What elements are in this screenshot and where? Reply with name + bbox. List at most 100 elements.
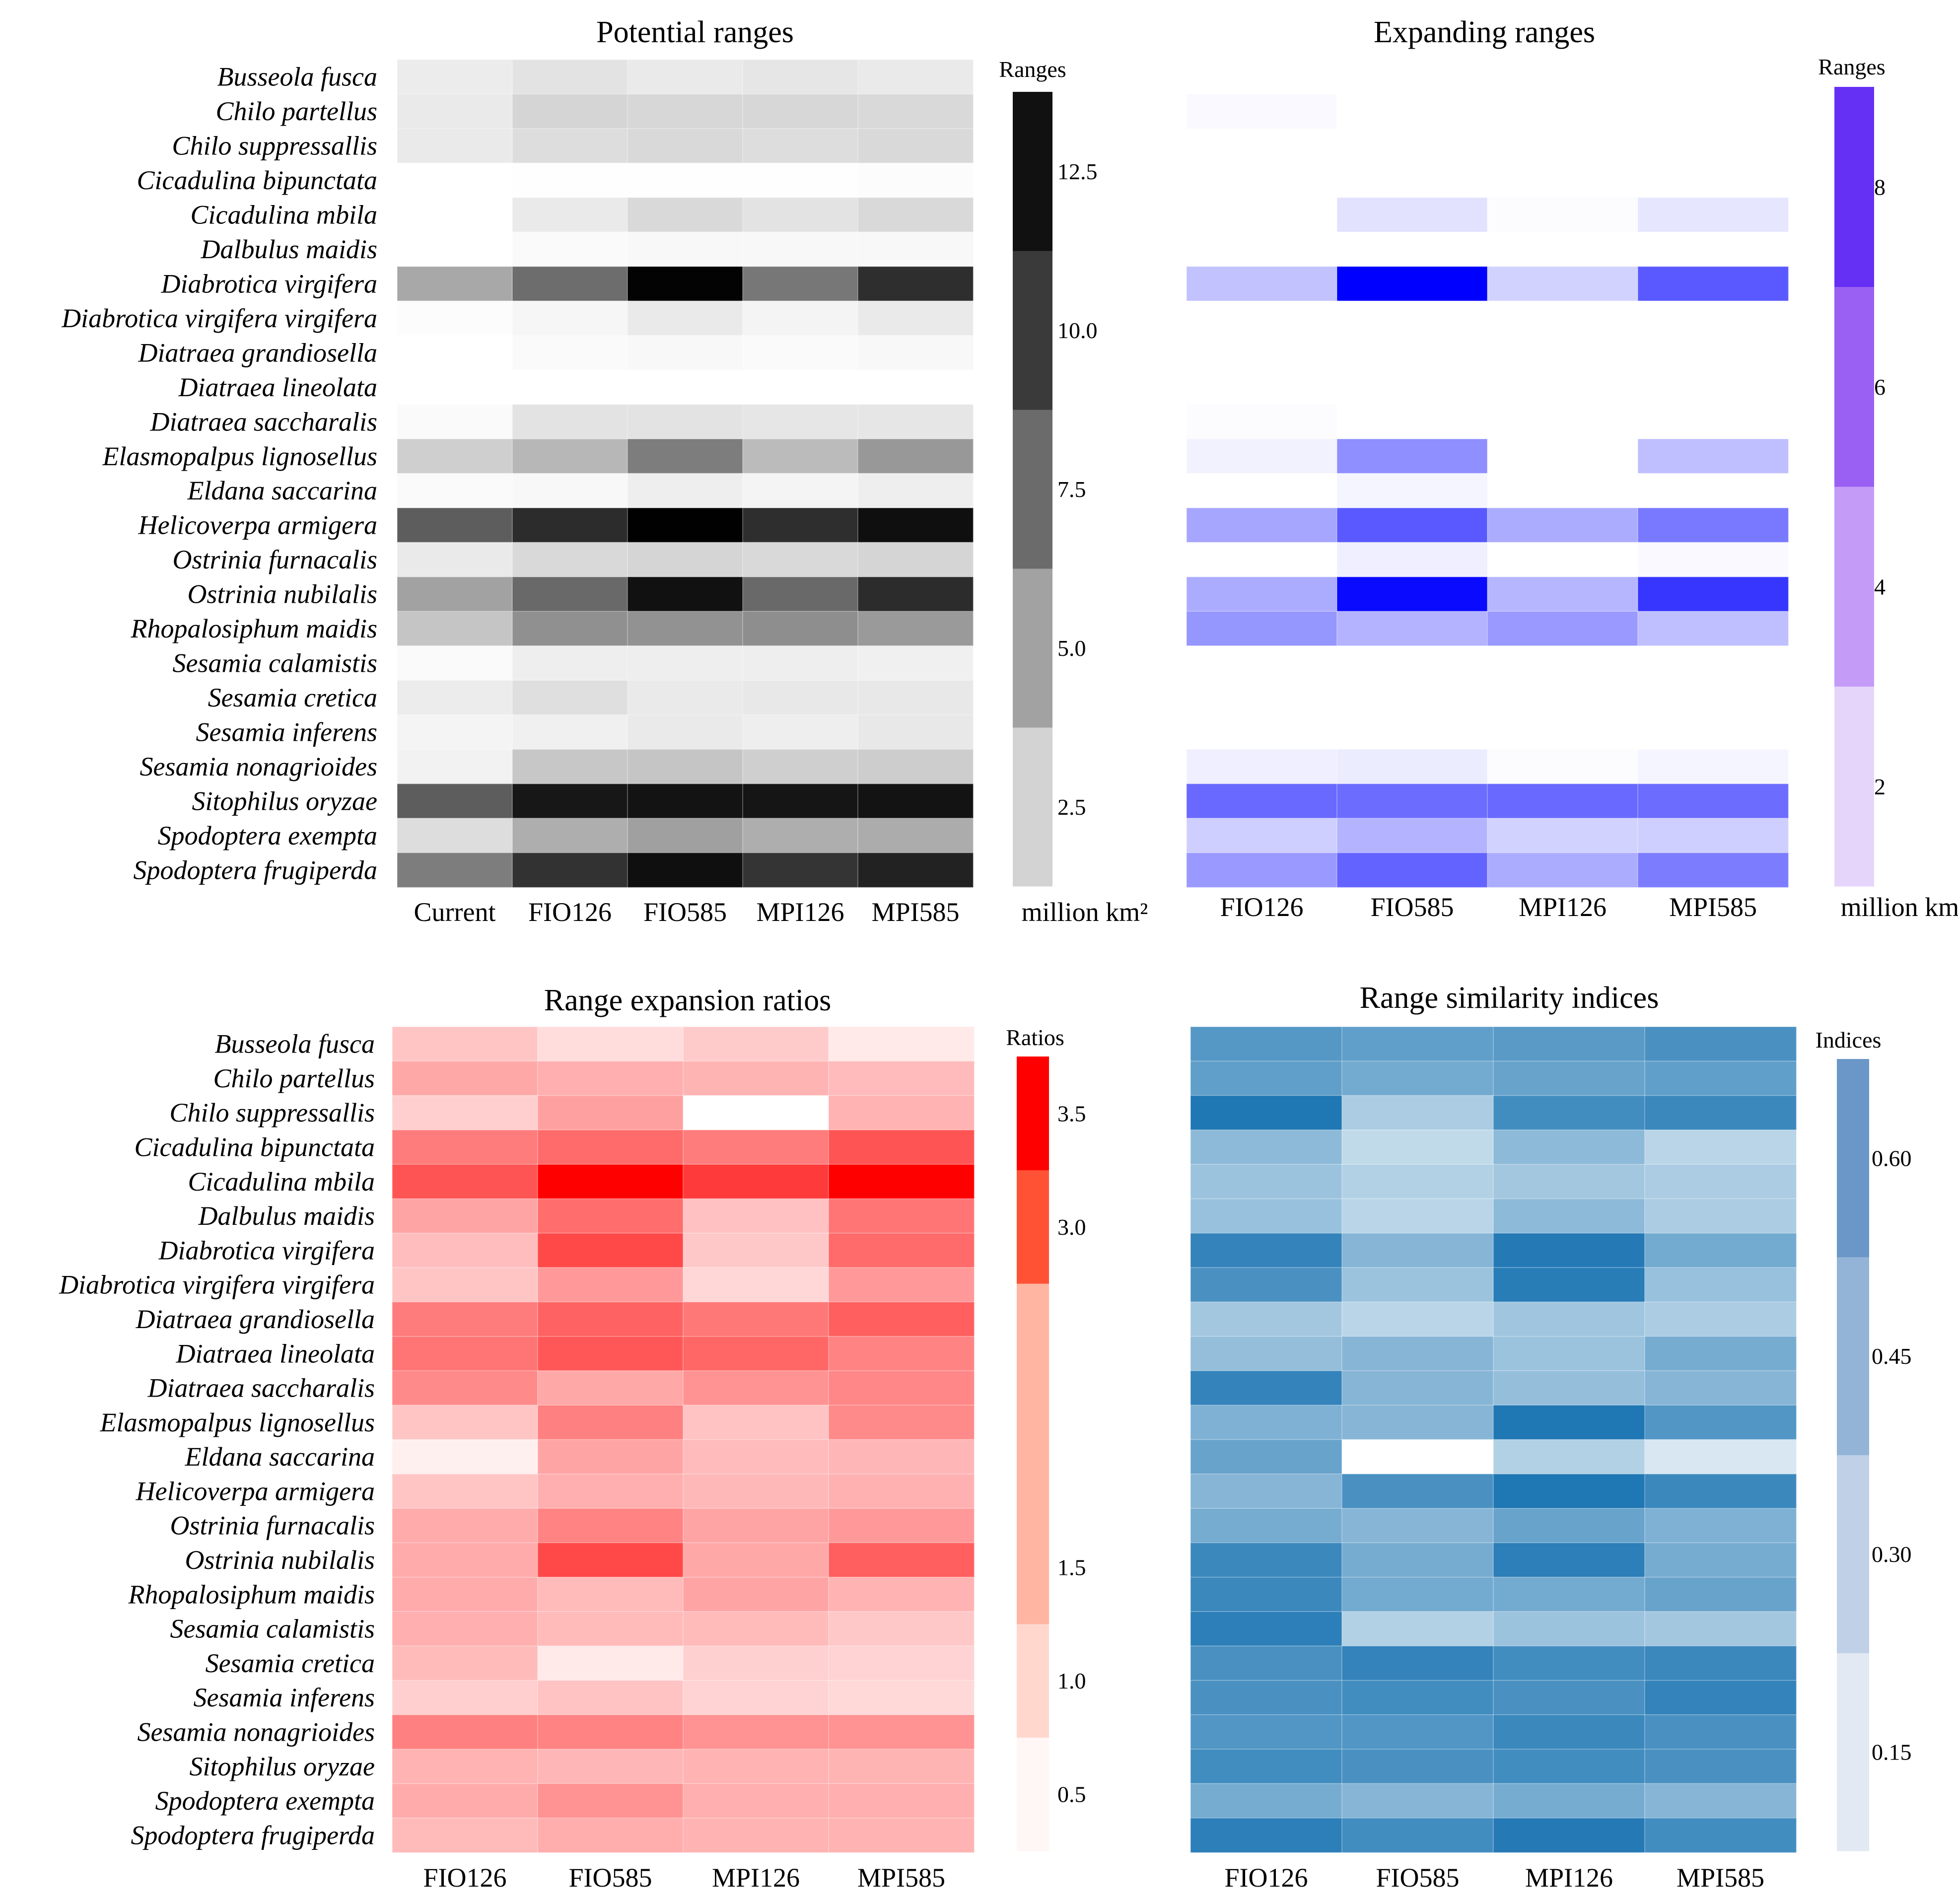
heatmap-cell [627, 852, 744, 888]
heatmap-cell [627, 128, 744, 164]
heatmap-cell [1644, 1198, 1797, 1234]
heatmap-cell [1487, 473, 1639, 509]
row-label: Ostrinia nubilalis [187, 579, 377, 609]
heatmap-cell [537, 1508, 684, 1544]
heatmap-cell [397, 231, 513, 267]
heatmap-cell [1336, 680, 1488, 715]
heatmap-cell [1186, 542, 1338, 578]
heatmap-cell [537, 1714, 684, 1750]
panel-title: Range expansion ratios [544, 984, 832, 1017]
heatmap-cell [1190, 1267, 1343, 1303]
heatmap-cell [683, 1508, 830, 1544]
heatmap-cell [392, 1611, 539, 1647]
heatmap-cell [683, 1542, 830, 1578]
heatmap-cell [512, 680, 629, 715]
heatmap-cell [537, 1026, 684, 1062]
heatmap-cell [742, 507, 859, 543]
heatmap-cell [627, 818, 744, 853]
heatmap-cell [537, 1370, 684, 1406]
heatmap-cell [1644, 1370, 1797, 1406]
heatmap-cell [537, 1817, 684, 1853]
heatmap-cell [1487, 59, 1639, 95]
legend-swatch [1834, 87, 1874, 287]
row-label: Diabrotica virgifera virgifera [59, 1270, 375, 1300]
heatmap-cell [512, 438, 629, 474]
row-label: Cicadulina bipunctata [135, 1132, 375, 1162]
heatmap-cell [1487, 369, 1639, 405]
legend-tick-label: 1.0 [1057, 1668, 1086, 1693]
heatmap-cell [1341, 1611, 1494, 1647]
row-label: Chilo partellus [213, 1063, 375, 1093]
heatmap-cell [1341, 1164, 1494, 1199]
heatmap-cell [1493, 1714, 1646, 1750]
heatmap-cell [1186, 231, 1338, 267]
row-label: Sesamia calamistis [173, 648, 378, 678]
legend-swatch [1013, 568, 1052, 728]
row-label: Sesamia cretica [206, 1648, 375, 1678]
heatmap-cell [742, 128, 859, 164]
heatmap-cell [512, 197, 629, 233]
legend-swatch [1834, 286, 1874, 487]
heatmap-cell [627, 783, 744, 819]
heatmap-cell [742, 335, 859, 371]
legend-swatch [1013, 410, 1052, 569]
heatmap-cell [857, 818, 974, 853]
row-label: Busseola fusca [217, 62, 377, 92]
heatmap-cell [1493, 1645, 1646, 1681]
row-label: Eldana saccarina [187, 476, 377, 505]
heatmap-cell [1637, 369, 1789, 405]
heatmap-cell [1493, 1095, 1646, 1131]
heatmap-cell [1637, 680, 1789, 715]
heatmap-cell [512, 300, 629, 336]
heatmap-cell [537, 1405, 684, 1440]
heatmap-cell [1487, 714, 1639, 750]
heatmap-cell [1341, 1267, 1494, 1303]
heatmap-cell [683, 1129, 830, 1165]
heatmap-cell [1637, 749, 1789, 784]
column-label: MPI126 [756, 897, 844, 927]
heatmap-cell [392, 1783, 539, 1819]
heatmap-cell [1644, 1576, 1797, 1613]
heatmap-cell [537, 1474, 684, 1509]
heatmap-cell [1487, 300, 1639, 336]
heatmap-cell [683, 1680, 830, 1716]
heatmap-cell [857, 438, 974, 474]
heatmap-cell [627, 645, 744, 681]
heatmap-panel-4: Range similarity indices FIO126 FIO585 MPI1… [1190, 981, 1912, 1893]
heatmap-cell [828, 1508, 975, 1544]
heatmap-cell [537, 1542, 684, 1578]
legend-tick-label: 3.0 [1057, 1214, 1086, 1240]
heatmap-cell [1644, 1474, 1797, 1509]
heatmap-panel-3: Range expansion ratios Busseola fusca Chil… [59, 984, 1086, 1893]
heatmap-cell [397, 507, 513, 543]
heatmap-cell [397, 645, 513, 681]
heatmap-cell [1493, 1576, 1646, 1613]
heatmap-cell [1637, 197, 1789, 233]
heatmap-cell [1487, 611, 1639, 647]
heatmap-cell [1487, 128, 1639, 164]
heatmap-cell [392, 1542, 539, 1578]
column-label: FIO585 [643, 897, 727, 927]
legend: Indices 0.15 0.30 0.45 0.60 [1816, 1027, 1912, 1851]
heatmap-cell [857, 680, 974, 715]
heatmap-cell [537, 1233, 684, 1269]
heatmap-cell [397, 680, 513, 715]
heatmap-cell [397, 266, 513, 302]
heatmap-cell [1341, 1026, 1494, 1062]
heatmap-cell [742, 266, 859, 302]
heatmap-cell [537, 1336, 684, 1372]
heatmap-cell [1341, 1370, 1494, 1406]
heatmap-cell [1190, 1164, 1343, 1199]
heatmap-cell [1637, 473, 1789, 509]
heatmap-cell [1644, 1164, 1797, 1199]
heatmap-cell [1637, 266, 1789, 302]
heatmap-cell [828, 1095, 975, 1131]
legend-swatch [1017, 1737, 1049, 1851]
heatmap-cell [1487, 645, 1639, 681]
heatmap-cell [397, 438, 513, 474]
heatmap-cell [627, 300, 744, 336]
heatmap-cell [1190, 1095, 1343, 1131]
legend-tick-label: 0.60 [1872, 1145, 1912, 1171]
heatmap-cell [1644, 1645, 1797, 1681]
column-label: MPI585 [857, 1863, 945, 1893]
